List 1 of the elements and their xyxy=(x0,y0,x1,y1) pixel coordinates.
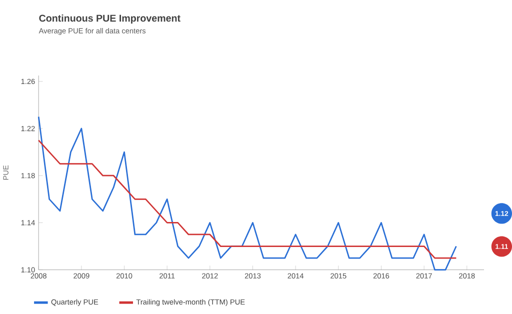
chart-title: Continuous PUE Improvement xyxy=(39,14,180,24)
